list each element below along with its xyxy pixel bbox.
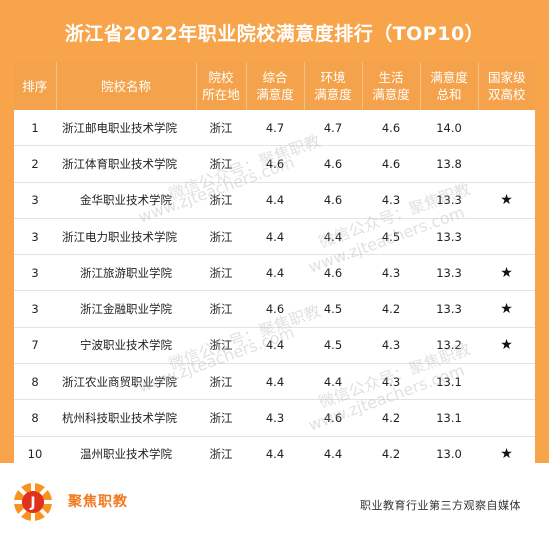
table-row: 3 金华职业技术学院 浙江 4.4 4.6 4.3 13.3 ★ <box>14 182 535 219</box>
cell-overall: 4.4 <box>246 254 304 292</box>
cell-double-high <box>478 218 535 256</box>
cell-rank: 2 <box>14 145 56 183</box>
brand-slogan: 职业教育行业第三方观察自媒体 <box>360 499 521 512</box>
cell-life: 4.3 <box>362 182 420 219</box>
cell-environment: 4.6 <box>304 182 362 219</box>
cell-rank: 3 <box>14 290 56 328</box>
cell-double-high: ★ <box>478 182 535 219</box>
footer: J 聚焦职教 职业教育行业第三方观察自媒体 <box>0 463 549 537</box>
cell-school-name: 浙江体育职业技术学院 <box>56 145 196 183</box>
cell-environment: 4.6 <box>304 145 362 183</box>
cell-life: 4.3 <box>362 254 420 292</box>
cell-school-name: 浙江电力职业技术学院 <box>56 218 196 256</box>
cell-location: 浙江 <box>196 218 246 256</box>
cell-rank: 3 <box>14 254 56 292</box>
cell-life: 4.2 <box>362 399 420 437</box>
cell-environment: 4.5 <box>304 327 362 365</box>
cell-location: 浙江 <box>196 254 246 292</box>
cell-environment: 4.6 <box>304 399 362 437</box>
table-row: 2 浙江体育职业技术学院 浙江 4.6 4.6 4.6 13.8 <box>14 145 535 183</box>
cell-rank: 3 <box>14 182 56 219</box>
cell-double-high: ★ <box>478 254 535 292</box>
cell-overall: 4.4 <box>246 182 304 219</box>
table-row: 7 宁波职业技术学院 浙江 4.4 4.5 4.3 13.2 ★ <box>14 327 535 365</box>
cell-life: 4.6 <box>362 145 420 183</box>
cell-school-name: 宁波职业技术学院 <box>56 327 196 365</box>
cell-rank: 7 <box>14 327 56 365</box>
header-satisfaction-total: 满意度 总和 <box>420 62 479 110</box>
cell-overall: 4.4 <box>246 327 304 365</box>
cell-overall: 4.4 <box>246 363 304 401</box>
cell-location: 浙江 <box>196 290 246 328</box>
table-header-row: 排序 院校名称 院校 所在地 综合 满意度 环境 满意度 生活 满意度 满意度 总和 国家… <box>14 62 535 110</box>
cell-total: 14.0 <box>420 110 478 147</box>
cell-school-name: 浙江农业商贸职业学院 <box>56 363 196 401</box>
cell-life: 4.6 <box>362 110 420 147</box>
page-title: 浙江省2022年职业院校满意度排行（TOP10） <box>64 23 485 45</box>
cell-total: 13.3 <box>420 182 478 219</box>
cell-total: 13.1 <box>420 399 478 437</box>
cell-double-high: ★ <box>478 290 535 328</box>
cell-school-name: 金华职业技术学院 <box>56 182 196 219</box>
cell-double-high: ★ <box>478 327 535 365</box>
cell-school-name: 浙江金融职业学院 <box>56 290 196 328</box>
header-school-name: 院校名称 <box>56 62 197 110</box>
cell-school-name: 杭州科技职业技术学院 <box>56 399 196 437</box>
cell-life: 4.2 <box>362 290 420 328</box>
table-row: 1 浙江邮电职业技术学院 浙江 4.7 4.7 4.6 14.0 <box>14 110 535 147</box>
cell-environment: 4.6 <box>304 254 362 292</box>
cell-total: 13.3 <box>420 218 478 256</box>
cell-environment: 4.4 <box>304 363 362 401</box>
cell-life: 4.3 <box>362 327 420 365</box>
cell-location: 浙江 <box>196 145 246 183</box>
cell-total: 13.3 <box>420 254 478 292</box>
table-row: 3 浙江旅游职业学院 浙江 4.4 4.6 4.3 13.3 ★ <box>14 254 535 292</box>
cell-environment: 4.5 <box>304 290 362 328</box>
table-row: 3 浙江金融职业学院 浙江 4.6 4.5 4.2 13.3 ★ <box>14 290 535 328</box>
header-overall-satisfaction: 综合 满意度 <box>246 62 305 110</box>
header-rank: 排序 <box>14 62 57 110</box>
cell-rank: 3 <box>14 218 56 256</box>
cell-location: 浙江 <box>196 182 246 219</box>
cell-overall: 4.3 <box>246 399 304 437</box>
cell-double-high <box>478 399 535 437</box>
cell-total: 13.8 <box>420 145 478 183</box>
header-environment-satisfaction: 环境 满意度 <box>304 62 363 110</box>
table-row: 8 浙江农业商贸职业学院 浙江 4.4 4.4 4.3 13.1 <box>14 363 535 401</box>
cell-rank: 1 <box>14 110 56 147</box>
cell-overall: 4.4 <box>246 218 304 256</box>
cell-overall: 4.7 <box>246 110 304 147</box>
cell-total: 13.1 <box>420 363 478 401</box>
cell-life: 4.5 <box>362 218 420 256</box>
cell-life: 4.3 <box>362 363 420 401</box>
cell-total: 13.3 <box>420 290 478 328</box>
cell-school-name: 浙江旅游职业学院 <box>56 254 196 292</box>
ranking-table: 排序 院校名称 院校 所在地 综合 满意度 环境 满意度 生活 满意度 满意度 总和 国家… <box>14 62 535 473</box>
cell-double-high <box>478 145 535 183</box>
table-row: 3 浙江电力职业技术学院 浙江 4.4 4.4 4.5 13.3 <box>14 218 535 256</box>
table-row: 8 杭州科技职业技术学院 浙江 4.3 4.6 4.2 13.1 <box>14 399 535 437</box>
cell-environment: 4.4 <box>304 218 362 256</box>
header-national-double-high: 国家级 双高校 <box>478 62 535 110</box>
cell-location: 浙江 <box>196 327 246 365</box>
brand-logo-icon: J <box>12 481 54 523</box>
cell-environment: 4.7 <box>304 110 362 147</box>
cell-overall: 4.6 <box>246 290 304 328</box>
header-life-satisfaction: 生活 满意度 <box>362 62 421 110</box>
cell-location: 浙江 <box>196 399 246 437</box>
cell-total: 13.2 <box>420 327 478 365</box>
cell-school-name: 浙江邮电职业技术学院 <box>56 110 196 147</box>
cell-rank: 8 <box>14 363 56 401</box>
brand-name: 聚焦职教 <box>68 494 128 510</box>
header-location: 院校 所在地 <box>196 62 247 110</box>
cell-location: 浙江 <box>196 110 246 147</box>
cell-double-high <box>478 363 535 401</box>
cell-rank: 8 <box>14 399 56 437</box>
svg-text:J: J <box>29 495 35 511</box>
cell-overall: 4.6 <box>246 145 304 183</box>
cell-double-high <box>478 110 535 147</box>
cell-location: 浙江 <box>196 363 246 401</box>
ranking-table-card: 排序 院校名称 院校 所在地 综合 满意度 环境 满意度 生活 满意度 满意度 总和 国家… <box>14 62 535 473</box>
